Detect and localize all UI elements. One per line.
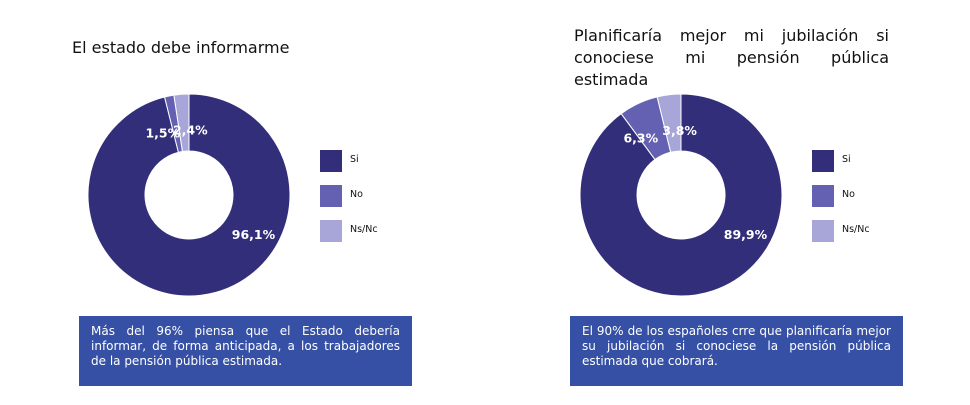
donut-chart: 96,1% 1,5%2,4% [87,93,291,297]
legend-label-nsnc: Ns/Nc [842,224,870,235]
legend-swatch-no [812,185,834,207]
legend-label-no: No [350,189,363,200]
chart-title-line-2: conociese mi pensión pública estimada [574,48,889,89]
legend-label-nsnc: Ns/Nc [350,224,378,235]
data-label-nsnc: 2,4% [173,123,208,138]
chart-title: El estado debe informarme [72,38,290,57]
summary-note: Más del 96% piensa que el Estado debería… [79,316,412,386]
data-label-nsnc: 3,8% [662,123,697,138]
data-label-no: 6,3% [623,130,658,145]
data-label-si: 96,1% [232,227,276,242]
chart-title-line-1: Planificaría mejor mi jubilación si [574,26,889,45]
legend-swatch-si [320,150,342,172]
legend-swatch-nsnc [812,220,834,242]
chart-title: Planificaría mejor mi jubilación si cono… [574,25,889,91]
slice-si [87,93,291,297]
chart-panel-jubilacion: Planificaría mejor mi jubilación si cono… [485,0,970,405]
legend-swatch-no [320,185,342,207]
legend-label-no: No [842,189,855,200]
slice-si [579,93,783,297]
summary-note: El 90% de los españoles crre que planifi… [570,316,903,386]
legend-label-si: Si [350,154,359,165]
data-label-si: 89,9% [724,227,768,242]
donut-chart: 89,9% 6,3% 3,8% [579,93,783,297]
legend-swatch-si [812,150,834,172]
legend-label-si: Si [842,154,851,165]
legend-swatch-nsnc [320,220,342,242]
data-label-no: 1,5% [145,126,180,141]
chart-panel-informarme: El estado debe informarme 96,1% 1,5% 2,4% … [72,38,412,386]
